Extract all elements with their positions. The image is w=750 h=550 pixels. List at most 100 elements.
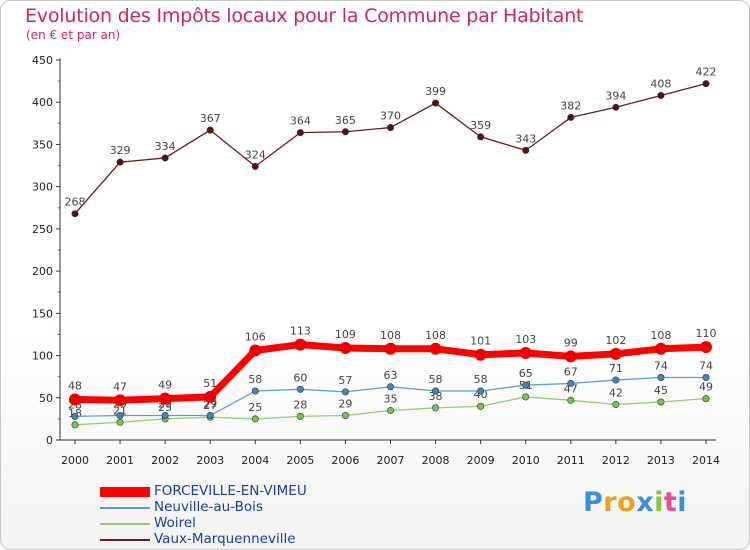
x-tick-label: 2002 [151, 454, 179, 467]
data-point-woirel [657, 398, 665, 406]
data-point-vaux-marquenneville [341, 128, 349, 136]
data-point-vaux-marquenneville [206, 126, 214, 134]
data-label-neuville-au-bois: 58 [248, 373, 262, 386]
data-label-forceville-en-vimeu: 108 [425, 329, 446, 342]
data-label-woirel: 38 [429, 390, 443, 403]
data-point-forceville-en-vimeu [159, 392, 172, 405]
data-label-woirel: 21 [113, 404, 127, 417]
legend-label: Neuville-au-Bois [154, 499, 263, 515]
y-tick-label: 100 [32, 350, 53, 363]
data-label-neuville-au-bois: 58 [429, 373, 443, 386]
data-point-forceville-en-vimeu [339, 341, 352, 354]
data-label-vaux-marquenneville: 329 [110, 144, 131, 157]
legend-label: FORCEVILLE-EN-VIMEU [154, 483, 307, 499]
data-label-vaux-marquenneville: 394 [605, 89, 626, 102]
data-label-woirel: 49 [699, 381, 713, 394]
data-point-vaux-marquenneville [702, 80, 710, 88]
data-point-neuville-au-bois [612, 376, 620, 384]
data-label-forceville-en-vimeu: 99 [564, 336, 578, 349]
data-label-neuville-au-bois: 67 [564, 365, 578, 378]
logo-letter: r [603, 487, 618, 518]
data-label-forceville-en-vimeu: 106 [245, 330, 266, 343]
data-label-neuville-au-bois: 57 [338, 374, 352, 387]
data-point-neuville-au-bois [386, 383, 394, 391]
data-point-neuville-au-bois [702, 374, 710, 382]
data-label-woirel: 29 [338, 398, 352, 411]
data-point-forceville-en-vimeu [114, 394, 127, 407]
legend-swatch [100, 487, 150, 497]
x-tick-label: 2005 [286, 454, 314, 467]
data-label-forceville-en-vimeu: 48 [68, 379, 82, 392]
data-label-forceville-en-vimeu: 102 [605, 334, 626, 347]
x-tick-label: 2006 [331, 454, 359, 467]
data-point-forceville-en-vimeu [654, 342, 667, 355]
data-point-neuville-au-bois [71, 412, 79, 420]
data-label-vaux-marquenneville: 399 [425, 85, 446, 98]
data-label-woirel: 47 [564, 382, 578, 395]
chart-title: Evolution des Impôts locaux pour la Comm… [25, 5, 584, 27]
data-label-vaux-marquenneville: 365 [335, 114, 356, 127]
data-label-forceville-en-vimeu: 113 [290, 325, 311, 338]
data-label-woirel: 27 [203, 399, 217, 412]
data-point-forceville-en-vimeu [429, 342, 442, 355]
data-point-woirel [386, 406, 394, 414]
x-tick-label: 2007 [377, 454, 405, 467]
logo-letter: P [583, 487, 604, 518]
x-tick-label: 2001 [106, 454, 134, 467]
data-label-vaux-marquenneville: 408 [650, 77, 671, 90]
y-tick-label: 200 [32, 265, 53, 278]
data-label-vaux-marquenneville: 359 [470, 119, 491, 132]
x-tick-label: 2008 [422, 454, 450, 467]
data-point-woirel [567, 396, 575, 404]
legend-swatch [100, 507, 150, 509]
data-point-woirel [341, 412, 349, 420]
y-tick-label: 400 [32, 96, 53, 109]
data-label-woirel: 25 [248, 401, 262, 414]
data-point-vaux-marquenneville [161, 154, 169, 162]
data-label-vaux-marquenneville: 343 [515, 132, 536, 145]
data-point-neuville-au-bois [116, 412, 124, 420]
data-label-forceville-en-vimeu: 49 [158, 379, 172, 392]
y-tick-label: 350 [32, 138, 53, 151]
legend-swatch [100, 523, 150, 525]
data-label-vaux-marquenneville: 370 [380, 110, 401, 123]
data-label-woirel: 45 [654, 384, 668, 397]
data-label-neuville-au-bois: 58 [474, 373, 488, 386]
data-point-woirel [477, 402, 485, 410]
y-tick-label: 50 [39, 392, 53, 405]
x-tick-label: 2004 [241, 454, 269, 467]
data-label-vaux-marquenneville: 367 [200, 112, 221, 125]
x-tick-label: 2003 [196, 454, 224, 467]
y-tick-label: 300 [32, 181, 53, 194]
legend-swatch [100, 539, 150, 541]
data-point-neuville-au-bois [341, 388, 349, 396]
logo-letter: o [617, 487, 637, 518]
data-point-forceville-en-vimeu [609, 347, 622, 360]
data-label-vaux-marquenneville: 422 [696, 66, 717, 79]
data-label-woirel: 35 [384, 392, 398, 405]
data-point-neuville-au-bois [432, 387, 440, 395]
y-tick-label: 150 [32, 307, 53, 320]
data-point-vaux-marquenneville [657, 91, 665, 99]
data-label-neuville-au-bois: 63 [384, 369, 398, 382]
x-tick-label: 2012 [602, 454, 630, 467]
data-point-woirel [702, 395, 710, 403]
data-point-woirel [251, 415, 259, 423]
data-point-vaux-marquenneville [251, 162, 259, 170]
logo-letter: i [677, 487, 688, 518]
data-label-forceville-en-vimeu: 108 [380, 329, 401, 342]
data-point-forceville-en-vimeu [564, 350, 577, 363]
data-label-forceville-en-vimeu: 101 [470, 335, 491, 348]
logo-letter: t [663, 487, 678, 518]
data-label-forceville-en-vimeu: 47 [113, 380, 127, 393]
data-point-vaux-marquenneville [71, 210, 79, 218]
data-point-woirel [116, 418, 124, 426]
data-point-neuville-au-bois [522, 381, 530, 389]
data-label-vaux-marquenneville: 268 [65, 196, 86, 209]
logo-letter: i [654, 487, 664, 518]
data-point-forceville-en-vimeu [249, 344, 262, 357]
data-point-vaux-marquenneville [567, 113, 575, 121]
y-tick-label: 0 [46, 434, 53, 447]
data-point-neuville-au-bois [251, 387, 259, 395]
